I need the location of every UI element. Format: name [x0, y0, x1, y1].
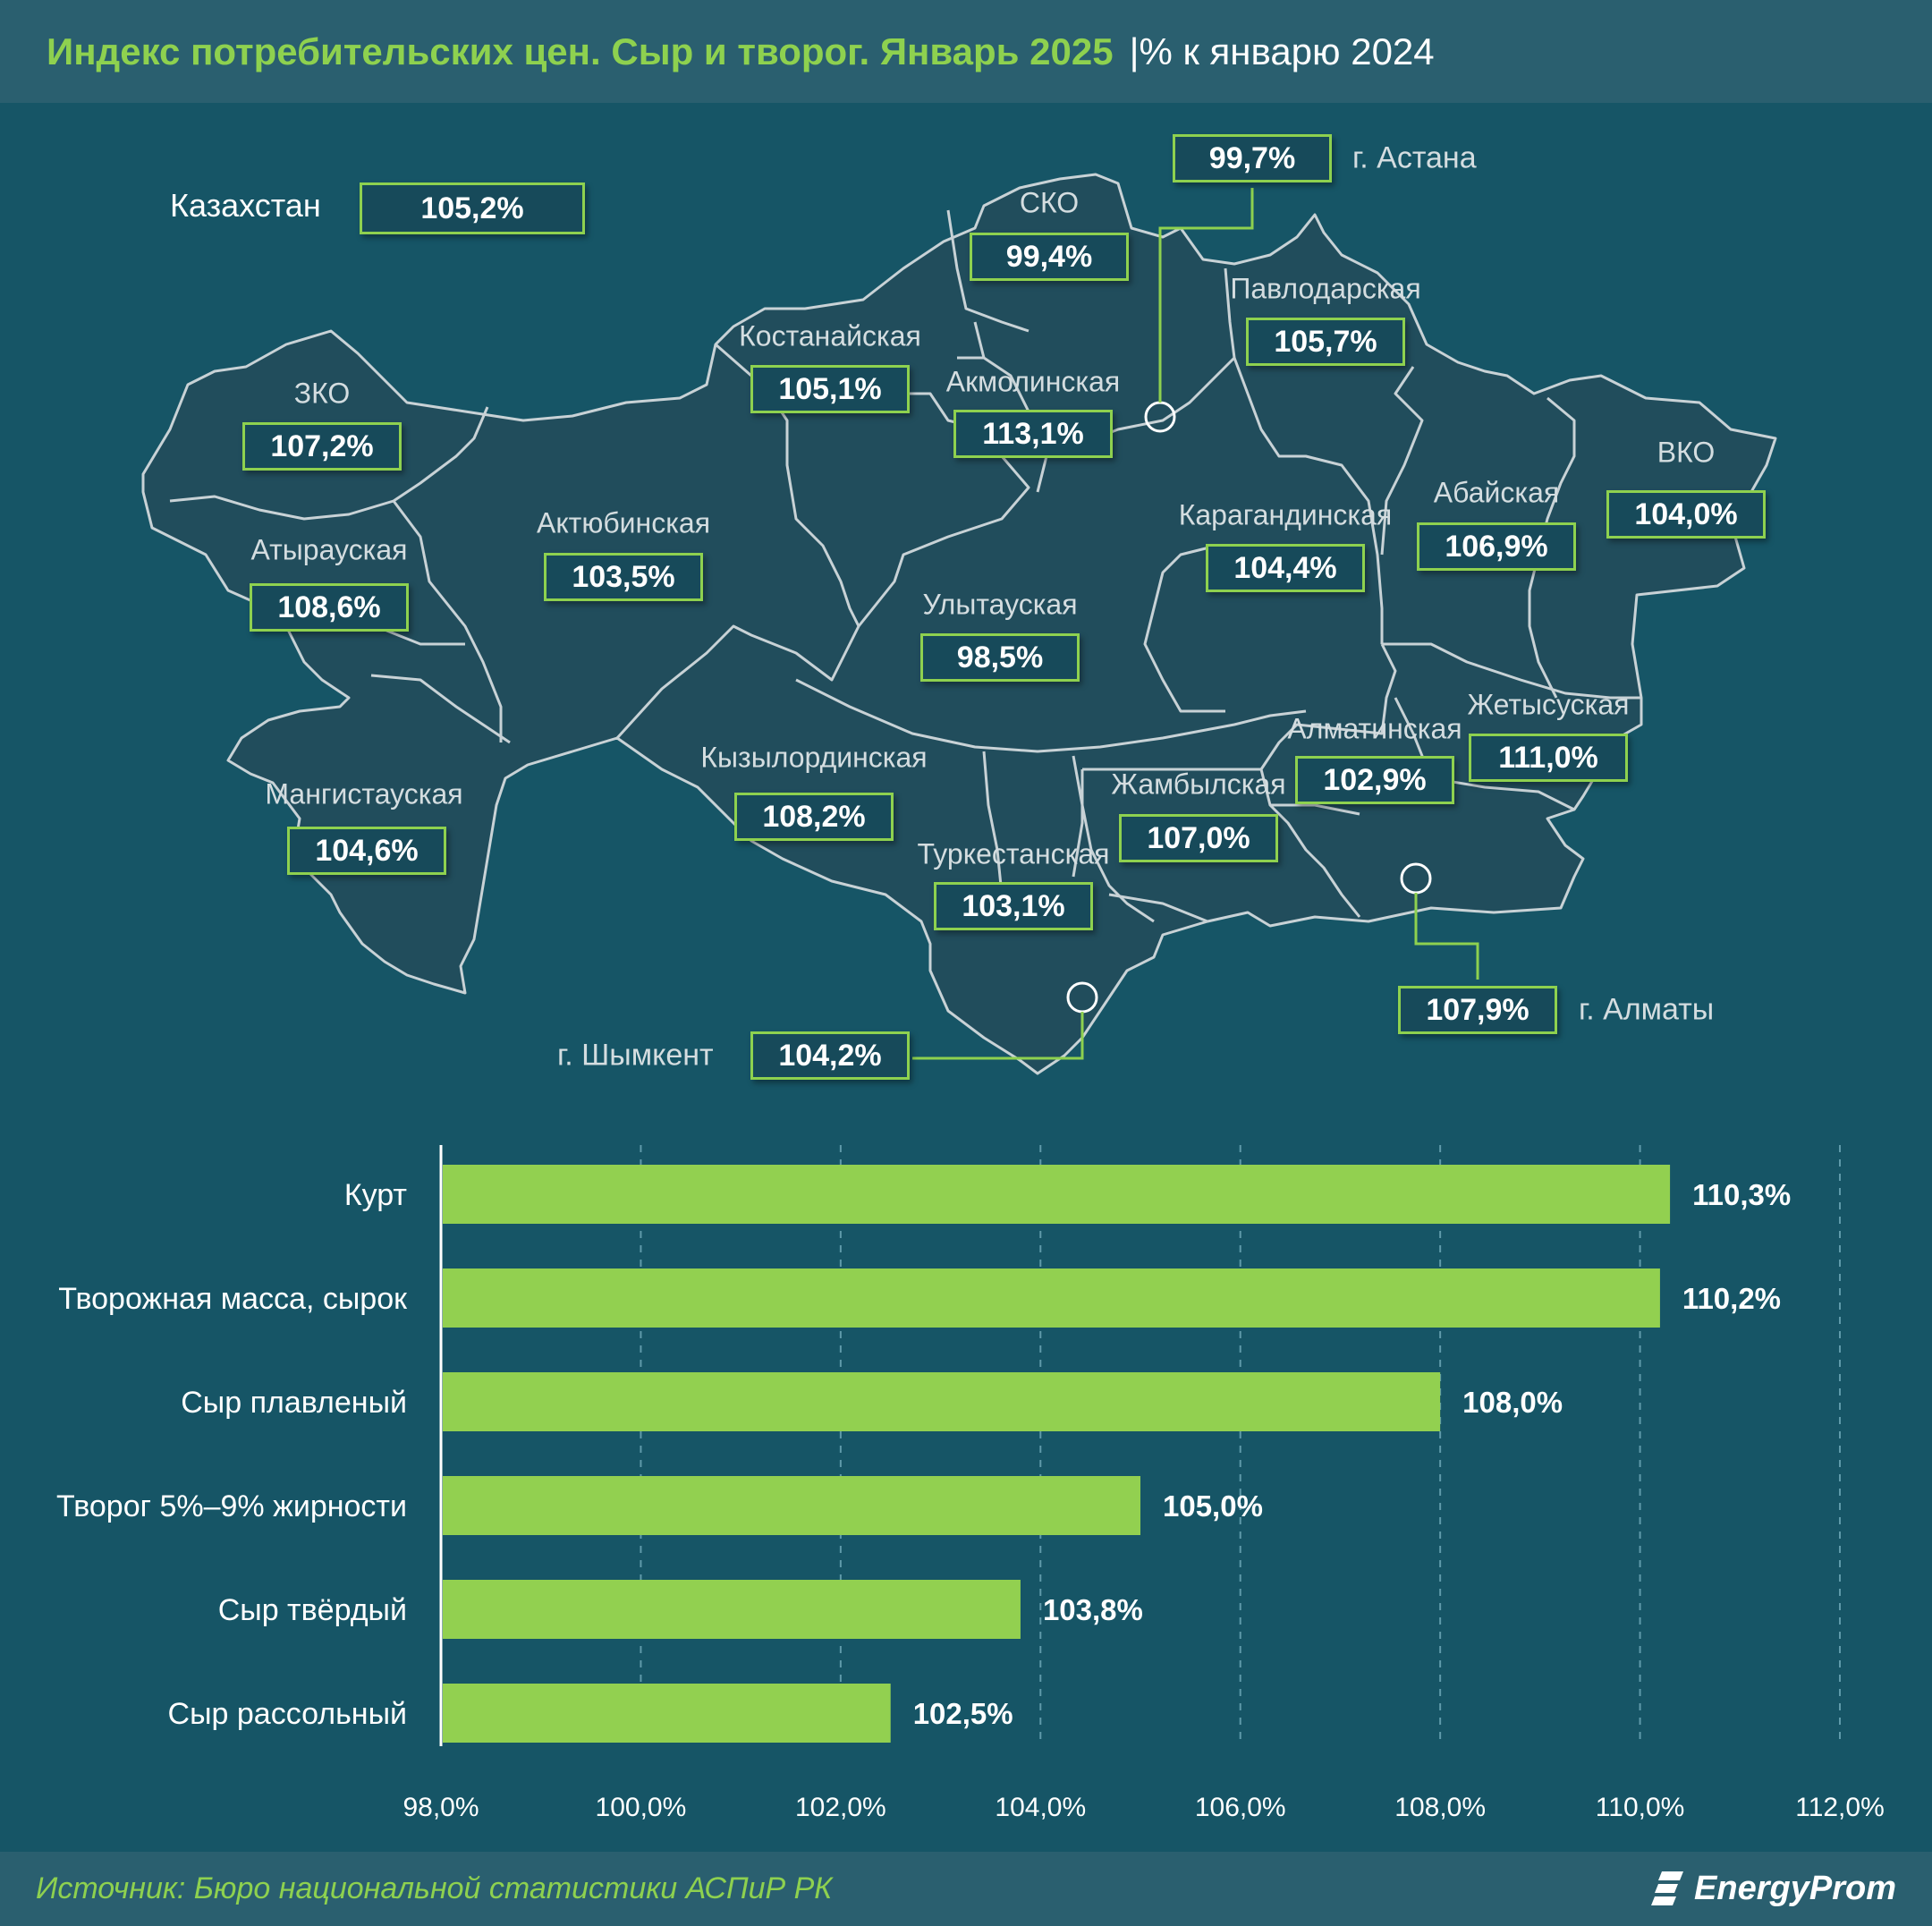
category-label: Курт — [344, 1178, 407, 1212]
region-label-akmola: Акмолинская — [945, 365, 1121, 398]
region-value-kyzylorda: 108,2% — [734, 793, 894, 841]
region-label-zhetysu: Жетысуская — [1467, 688, 1630, 721]
region-label-turkestan: Туркестанская — [917, 837, 1110, 870]
value-label: 108,0% — [1462, 1386, 1563, 1419]
region-value-zko: 107,2% — [242, 422, 402, 471]
bar — [443, 1372, 1441, 1431]
city-value-astana: 99,7% — [1173, 134, 1332, 182]
region-value-almaty-region: 102,9% — [1295, 756, 1454, 804]
value-label: 102,5% — [913, 1697, 1013, 1730]
region-label-atyrau: Атырауская — [250, 533, 408, 566]
city-value-shymkent: 104,2% — [750, 1031, 910, 1080]
brand-logo: EnergyProm — [1651, 1870, 1896, 1909]
chart-header: Индекс потребительских цен. Сыр и творог… — [0, 0, 1932, 103]
region-value-sko: 99,4% — [970, 233, 1129, 281]
value-label: 103,8% — [1043, 1593, 1143, 1626]
bar-chart: 98,0% 100,0% 102,0% 104,0% 106,0% 108,0% 110,0… — [0, 1109, 1932, 1843]
region-label-almaty-region: Алматинская — [1287, 712, 1462, 745]
region-value-zhambyl: 107,0% — [1119, 814, 1278, 862]
region-value-ulytau: 98,5% — [920, 633, 1080, 682]
category-label: Творожная масса, сырок — [58, 1282, 408, 1316]
region-label-zhambyl: Жамбылская — [1111, 768, 1286, 801]
x-tick-label: 102,0% — [795, 1793, 886, 1822]
bar — [443, 1580, 1021, 1639]
source-text: Источник: Бюро национальной статистики А… — [36, 1871, 833, 1905]
value-label: 110,2% — [1682, 1282, 1781, 1315]
energyprom-logo-icon — [1651, 1871, 1684, 1905]
chart-subtitle: |% к январю 2024 — [1129, 30, 1435, 72]
region-value-aktobe: 103,5% — [544, 553, 703, 601]
category-label: Сыр плавленый — [181, 1386, 407, 1420]
region-value-kostanay: 105,1% — [750, 365, 910, 413]
region-label-sko: СКО — [1019, 186, 1080, 219]
bar — [443, 1268, 1660, 1328]
region-label-pavlodar: Павлодарская — [1230, 272, 1421, 305]
map-outline — [141, 173, 1777, 1075]
x-tick-label: 104,0% — [995, 1793, 1086, 1822]
value-label: 105,0% — [1163, 1489, 1263, 1523]
region-label-vko: ВКО — [1657, 436, 1716, 469]
footer: Источник: Бюро национальной статистики А… — [0, 1852, 1932, 1926]
region-label-kyzylorda: Кызылординская — [700, 741, 928, 774]
region-value-mangistau: 104,6% — [287, 827, 446, 875]
region-label-kostanay: Костанайская — [739, 319, 921, 352]
region-value-atyrau: 108,6% — [250, 583, 409, 632]
bar-chart-svg: 98,0% 100,0% 102,0% 104,0% 106,0% 108,0% 110,0… — [56, 1145, 1885, 1822]
kazakhstan-value: 105,2% — [360, 182, 585, 234]
city-label-almaty: г. Алматы — [1579, 992, 1715, 1027]
brand-name: EnergyProm — [1694, 1870, 1896, 1907]
category-label: Творог 5%–9% жирности — [56, 1489, 407, 1523]
region-value-zhetysu: 111,0% — [1469, 734, 1628, 782]
region-value-abai: 106,9% — [1417, 522, 1576, 571]
region-value-akmola: 113,1% — [953, 410, 1113, 458]
region-label-ulytau: Улытауская — [922, 588, 1078, 621]
x-tick-label: 112,0% — [1795, 1793, 1885, 1822]
chart-title: Индекс потребительских цен. Сыр и творог… — [47, 30, 1114, 72]
region-label-abai: Абайская — [1433, 476, 1560, 509]
region-value-pavlodar: 105,7% — [1246, 318, 1405, 366]
x-tick-label: 100,0% — [596, 1793, 687, 1822]
category-label: Сыр твёрдый — [218, 1593, 407, 1627]
kazakhstan-label: Казахстан — [170, 187, 321, 224]
kazakhstan-map: Казахстан 105,2% ЗКО 107,2% Атырауская 1… — [0, 103, 1932, 1096]
value-label: 110,3% — [1692, 1178, 1791, 1211]
bar — [443, 1684, 891, 1743]
x-tick-label: 108,0% — [1394, 1793, 1486, 1822]
bar — [443, 1165, 1671, 1224]
x-tick-label: 106,0% — [1195, 1793, 1286, 1822]
region-label-mangistau: Мангистауская — [265, 777, 463, 810]
city-leader-lines — [912, 188, 1479, 1060]
category-label: Сыр рассольный — [168, 1697, 407, 1731]
region-borders — [169, 209, 1641, 923]
x-tick-label: 98,0% — [402, 1793, 479, 1822]
city-label-astana: г. Астана — [1352, 140, 1477, 175]
city-label-shymkent: г. Шымкент — [557, 1038, 714, 1073]
bar — [443, 1476, 1140, 1535]
region-value-vko: 104,0% — [1606, 490, 1766, 539]
region-label-karaganda: Карагандинская — [1178, 498, 1393, 531]
region-value-turkestan: 103,1% — [934, 882, 1093, 930]
region-label-zko: ЗКО — [293, 377, 351, 410]
city-value-almaty: 107,9% — [1398, 986, 1557, 1034]
region-label-aktobe: Актюбинская — [536, 506, 711, 539]
map-svg — [141, 173, 1777, 1075]
region-value-karaganda: 104,4% — [1206, 544, 1365, 592]
x-tick-label: 110,0% — [1596, 1793, 1685, 1822]
